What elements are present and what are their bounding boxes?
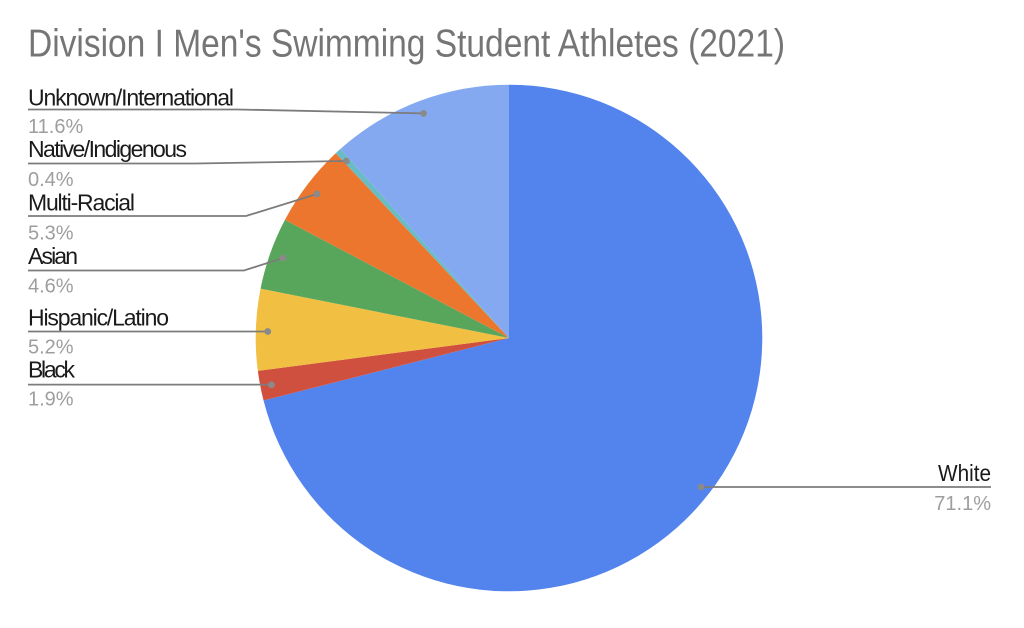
svg-text:0.4%: 0.4% bbox=[28, 169, 74, 191]
svg-text:5.3%: 5.3% bbox=[28, 223, 74, 245]
svg-text:Asian: Asian bbox=[28, 243, 78, 269]
svg-text:71.1%: 71.1% bbox=[934, 493, 991, 515]
svg-text:4.6%: 4.6% bbox=[28, 276, 74, 298]
svg-text:11.6%: 11.6% bbox=[28, 116, 83, 138]
svg-text:Division I Men's Swimming Stud: Division I Men's Swimming Student Athlet… bbox=[28, 22, 785, 65]
svg-text:5.2%: 5.2% bbox=[28, 337, 74, 359]
svg-text:Native/Indigenous: Native/Indigenous bbox=[28, 136, 187, 162]
svg-text:Unknown/International: Unknown/International bbox=[28, 85, 234, 111]
svg-text:Multi-Racial: Multi-Racial bbox=[28, 190, 135, 216]
svg-text:White: White bbox=[938, 460, 991, 486]
svg-text:1.9%: 1.9% bbox=[28, 389, 74, 411]
svg-text:Black: Black bbox=[28, 357, 76, 383]
svg-text:Hispanic/Latino: Hispanic/Latino bbox=[28, 305, 169, 331]
